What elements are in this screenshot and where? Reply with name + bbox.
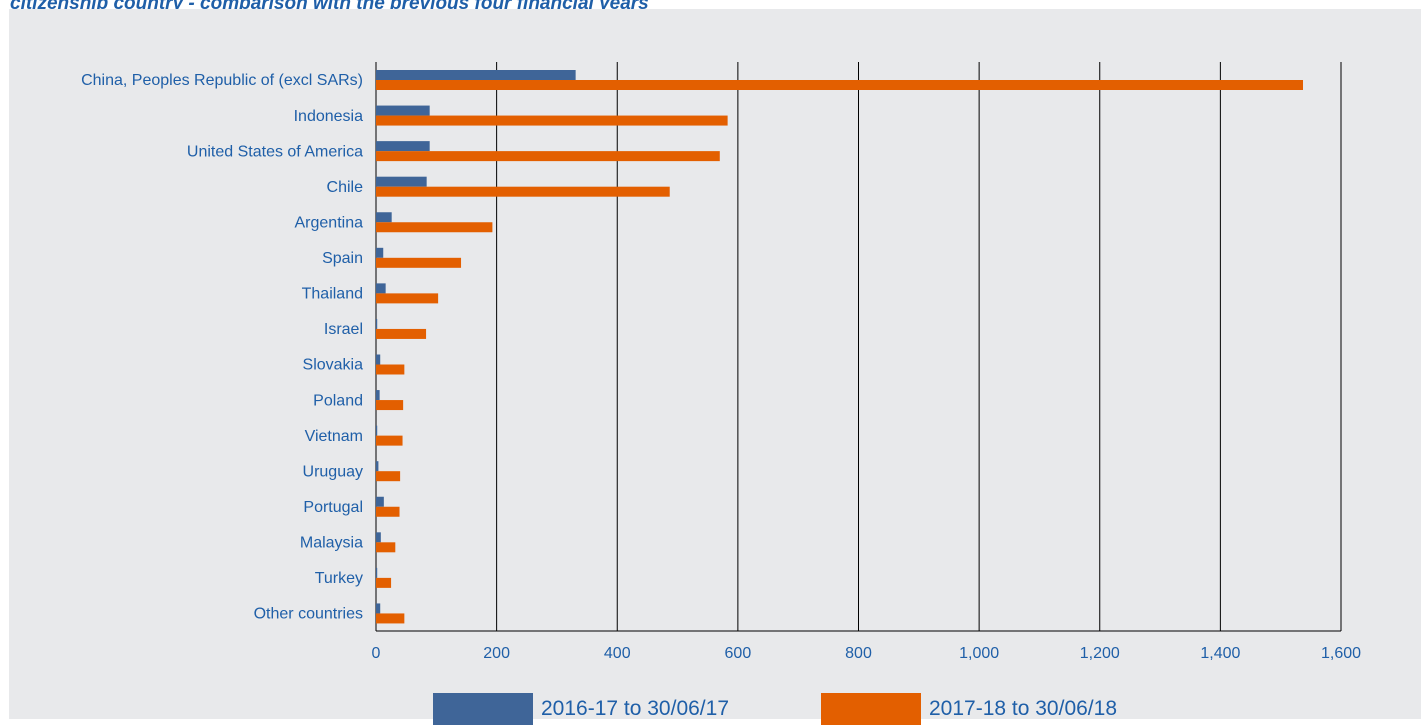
category-label: Israel: [324, 321, 363, 338]
bar-2016-17-2: [376, 141, 430, 152]
bar-2016-17-6: [376, 283, 386, 294]
bar-2017-18-6: [376, 293, 439, 304]
bar-chart: China, Peoples Republic of (excl SARs) In…: [81, 62, 1362, 662]
grid-lines: [375, 62, 1342, 632]
bar-2017-18-11: [376, 471, 401, 482]
category-label: Thailand: [302, 286, 363, 303]
category-label: Chile: [327, 179, 364, 196]
category-label: Indonesia: [294, 108, 363, 125]
legend-swatch-2016-17: [433, 693, 533, 725]
category-label: Portugal: [303, 499, 363, 516]
x-tick-label: 1,200: [1080, 645, 1120, 662]
x-tick-label: 400: [604, 645, 631, 662]
bar-2017-18-2: [376, 151, 720, 162]
bar-2017-18-9: [376, 400, 404, 411]
x-axis-ticks: 0 200 400 600 800 1,000 1,200 1,400 1,600: [372, 645, 1362, 662]
bar-2016-17-5: [376, 247, 384, 258]
bar-2017-18-1: [376, 115, 728, 126]
bars: [376, 70, 1304, 624]
bar-2016-17-0: [376, 70, 576, 80]
bar-2016-17-4: [376, 212, 392, 223]
bar-2016-17-15: [376, 603, 381, 614]
x-tick-label: 1,600: [1321, 645, 1361, 662]
bar-2017-18-5: [376, 257, 462, 268]
legend-label-2017-18: 2017-18 to 30/06/18: [929, 697, 1117, 720]
x-tick-label: 0: [372, 645, 381, 662]
bar-2016-17-7: [376, 318, 378, 329]
category-label: Uruguay: [303, 463, 363, 480]
category-label: Spain: [322, 250, 363, 267]
category-labels: China, Peoples Republic of (excl SARs) In…: [81, 72, 363, 622]
x-tick-label: 600: [725, 645, 752, 662]
bar-2016-17-3: [376, 176, 427, 187]
bar-2016-17-11: [376, 461, 379, 472]
legend-label-2016-17: 2016-17 to 30/06/17: [541, 697, 729, 720]
bar-2017-18-7: [376, 328, 427, 339]
category-label: Other countries: [254, 606, 363, 623]
bar-2016-17-10: [376, 425, 378, 436]
bar-2017-18-14: [376, 577, 392, 588]
bar-2016-17-14: [376, 567, 378, 578]
x-tick-label: 1,400: [1200, 645, 1240, 662]
legend-swatch-2017-18: [821, 693, 921, 725]
category-label: Slovakia: [303, 357, 364, 374]
category-label: United States of America: [187, 143, 363, 160]
bar-2017-18-10: [376, 435, 403, 446]
category-label: Vietnam: [305, 428, 363, 445]
category-label: Argentina: [295, 214, 364, 231]
legend-item-2016-17: 2016-17 to 30/06/17: [433, 693, 729, 725]
bar-2017-18-4: [376, 222, 493, 233]
bar-2017-18-15: [376, 613, 405, 624]
bar-2017-18-13: [376, 542, 396, 553]
bar-2016-17-1: [376, 105, 430, 116]
bar-2016-17-13: [376, 532, 381, 543]
x-tick-label: 200: [483, 645, 510, 662]
bar-2016-17-9: [376, 390, 380, 401]
bar-2017-18-8: [376, 364, 405, 375]
bar-2017-18-0: [376, 80, 1304, 90]
x-tick-label: 1,000: [959, 645, 999, 662]
x-tick-label: 800: [845, 645, 872, 662]
category-label: China, Peoples Republic of (excl SARs): [81, 72, 363, 89]
category-label: Poland: [313, 392, 363, 409]
category-label: Turkey: [315, 570, 363, 587]
legend-item-2017-18: 2017-18 to 30/06/18: [821, 693, 1117, 725]
bar-2017-18-12: [376, 506, 400, 517]
bar-2016-17-12: [376, 496, 384, 507]
bar-2017-18-3: [376, 186, 670, 197]
bar-2016-17-8: [376, 354, 381, 365]
category-label: Malaysia: [300, 535, 363, 552]
chart-panel: China, Peoples Republic of (excl SARs) In…: [9, 9, 1421, 725]
